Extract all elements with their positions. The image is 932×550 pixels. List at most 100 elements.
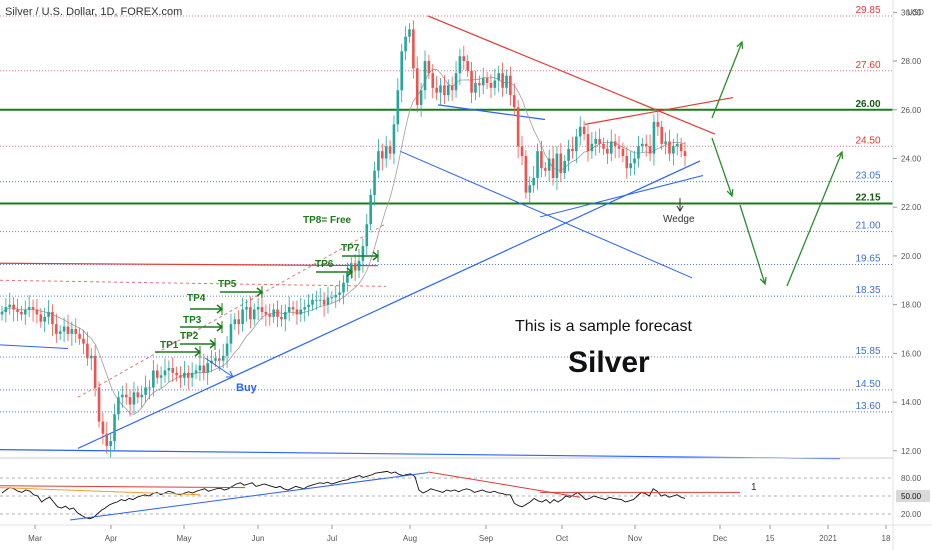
candle-body xyxy=(268,314,272,317)
forecast-arrow-line xyxy=(711,137,733,197)
candle-body xyxy=(559,153,563,174)
level-label: 13.60 xyxy=(855,401,880,412)
level-label: 23.05 xyxy=(855,171,880,182)
level-label: 21.00 xyxy=(855,221,880,232)
candle-body xyxy=(466,61,469,71)
sample-text: This is a sample forecast xyxy=(515,318,693,335)
candle-body xyxy=(190,372,194,378)
buy-arrow-head xyxy=(226,370,234,378)
time-tick-label: Mar xyxy=(28,534,42,543)
candle-body xyxy=(602,143,605,149)
candle-body xyxy=(384,146,388,159)
time-tick-label: Aug xyxy=(403,534,417,543)
candle-body xyxy=(283,311,287,320)
candle-body xyxy=(124,394,128,398)
candle-body xyxy=(163,370,167,376)
forecast-arrow-line xyxy=(786,151,843,287)
candle-body xyxy=(637,146,640,159)
time-tick-label: Jul xyxy=(327,534,337,543)
candle-body xyxy=(272,309,275,317)
candle-body xyxy=(159,375,163,378)
level-label: 27.60 xyxy=(855,60,880,71)
time-tick-label: Jun xyxy=(252,534,265,543)
candle-body xyxy=(322,299,326,305)
candle-body xyxy=(249,307,252,320)
candle-body xyxy=(175,372,178,376)
candle-body xyxy=(97,387,101,422)
candle-body xyxy=(74,329,78,334)
trend-line xyxy=(0,449,841,460)
asset-title: Silver xyxy=(568,346,650,379)
candle-body xyxy=(458,56,462,74)
candle-body xyxy=(311,299,314,305)
candle-body xyxy=(0,311,4,315)
candle-body xyxy=(489,82,493,88)
candle-body xyxy=(89,355,93,359)
candle-body xyxy=(575,136,578,152)
candle-body xyxy=(683,151,687,157)
forecast-arrow-head xyxy=(736,40,744,50)
trend-line xyxy=(0,262,379,267)
osc-trend-line xyxy=(427,471,581,498)
candle-body xyxy=(121,394,124,398)
candle-body xyxy=(241,309,244,325)
candle-body xyxy=(652,121,656,154)
price-tick-label: 16.00 xyxy=(901,349,922,358)
candle-body xyxy=(233,319,237,325)
candle-body xyxy=(31,307,35,310)
tp6-label: TP6 xyxy=(315,259,334,270)
candle-body xyxy=(55,324,58,334)
candle-body xyxy=(342,282,345,293)
candle-body xyxy=(547,158,551,171)
price-tick-label: 18.00 xyxy=(901,301,922,310)
candle-body xyxy=(39,314,43,322)
candle-body xyxy=(136,392,140,398)
candle-body xyxy=(105,433,109,446)
candle-body xyxy=(505,75,508,88)
candle-body xyxy=(656,121,660,127)
candle-body xyxy=(206,363,209,373)
price-tick-label: 22.00 xyxy=(901,203,922,212)
osc-current-value-box xyxy=(896,490,930,502)
candle-body xyxy=(183,372,186,378)
candle-body xyxy=(318,299,322,301)
forecast-arrow-line xyxy=(739,204,766,285)
candle-body xyxy=(221,355,225,361)
candle-body xyxy=(617,146,621,149)
candle-body xyxy=(594,138,598,144)
time-tick-label: 2021 xyxy=(819,534,837,543)
candle-body xyxy=(291,307,295,310)
price-tick-label: 30.00 xyxy=(901,8,922,17)
time-axis[interactable]: Mar Apr May Jun Jul Aug Sep Oct Nov Dec 15 2021 18 xyxy=(28,525,891,543)
candle-body xyxy=(408,29,411,37)
level-label: 22.15 xyxy=(855,193,880,204)
candle-body xyxy=(629,163,632,169)
candle-body xyxy=(198,365,202,371)
candle-body xyxy=(586,134,590,152)
candle-body xyxy=(117,397,120,415)
candle-body xyxy=(132,392,136,405)
trend-line xyxy=(0,279,387,287)
tp1-label: TP1 xyxy=(160,340,179,351)
candle-body xyxy=(93,355,97,388)
candle-body xyxy=(481,78,485,86)
candle-body xyxy=(373,170,376,196)
candle-body xyxy=(377,151,380,171)
time-tick-label: Sep xyxy=(479,534,494,543)
candle-body xyxy=(641,143,644,147)
candle-body xyxy=(47,311,50,317)
candle-body xyxy=(551,158,555,178)
candle-body xyxy=(144,387,147,395)
price-tick-label: 12.00 xyxy=(901,447,922,456)
candle-body xyxy=(590,143,594,152)
price-tick-label: 28.00 xyxy=(901,57,922,66)
trend-line xyxy=(584,96,734,125)
trend-line xyxy=(77,160,701,449)
candle-body xyxy=(218,358,221,361)
candle-body xyxy=(264,311,268,315)
forecast-arrow-line xyxy=(711,41,743,119)
candle-body xyxy=(276,309,279,317)
candle-body xyxy=(497,73,501,81)
oscillator-line xyxy=(1,470,686,520)
